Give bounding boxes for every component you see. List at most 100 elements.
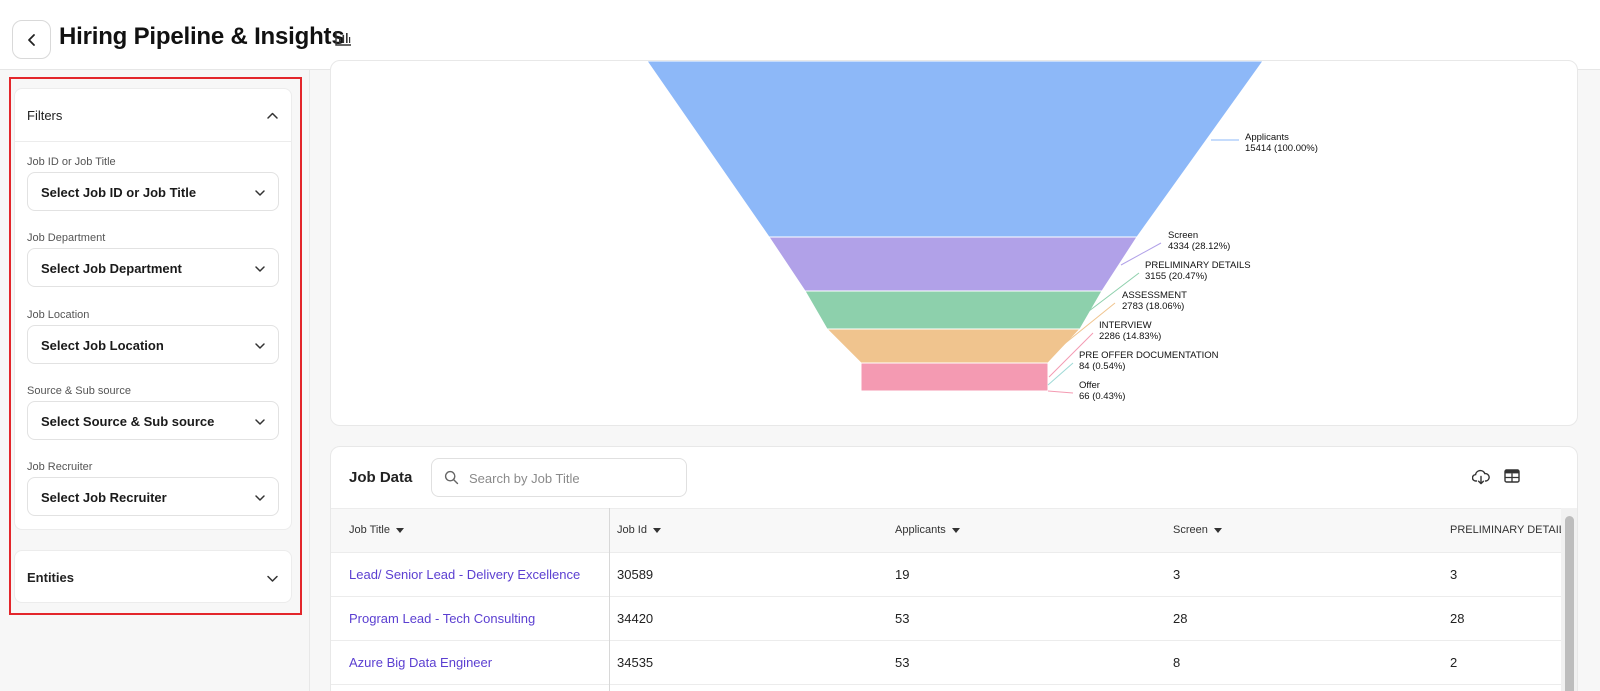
job-id-label: Job ID or Job Title: [27, 156, 116, 168]
source-select-value: Select Source & Sub source: [41, 414, 215, 429]
funnel-stage-value: 2286 (14.83%): [1099, 331, 1161, 342]
bar-chart-icon: [335, 31, 351, 46]
column-label: PRELIMINARY DETAILS: [1450, 524, 1561, 536]
screen-cell: 28: [1173, 611, 1188, 626]
sort-caret-icon: [1213, 528, 1222, 533]
column-label: Job Title: [349, 524, 390, 536]
chevron-down-icon: [255, 495, 265, 501]
sort-caret-icon: [951, 528, 960, 533]
cloud-download-icon[interactable]: [1472, 469, 1490, 485]
funnel-stage-name: Screen: [1168, 230, 1198, 241]
screen-cell: 8: [1173, 655, 1181, 670]
preliminary-details-cell: 28: [1450, 611, 1465, 626]
table-columns-icon[interactable]: [1504, 469, 1520, 483]
funnel-stage-name: INTERVIEW: [1099, 320, 1152, 331]
applicants-cell: 53: [895, 611, 910, 626]
job-department-select-value: Select Job Department: [41, 261, 182, 276]
job-search-input[interactable]: [469, 468, 674, 488]
chevron-down-icon: [255, 266, 265, 272]
column-header-preliminary-details[interactable]: PRELIMINARY DETAILS: [1450, 524, 1561, 536]
back-button[interactable]: [12, 20, 51, 59]
leader-line: [1062, 302, 1116, 346]
job-recruiter-select[interactable]: Select Job Recruiter: [27, 477, 279, 516]
column-divider: [609, 508, 610, 691]
column-header-job-title[interactable]: Job Title: [349, 524, 404, 536]
leader-line: [1120, 242, 1162, 266]
column-header-screen[interactable]: Screen: [1173, 524, 1222, 536]
entities-title: Entities: [27, 570, 74, 585]
table-scrollbar[interactable]: [1561, 508, 1577, 691]
funnel-section-assessment[interactable]: [825, 328, 1082, 364]
applicants-cell: 53: [895, 655, 910, 670]
search-icon: [444, 470, 459, 485]
leader-line: [1047, 390, 1074, 394]
job-id-select[interactable]: Select Job ID or Job Title: [27, 172, 279, 211]
entities-panel[interactable]: Entities: [14, 550, 292, 603]
funnel-section-interview[interactable]: [860, 362, 1049, 392]
leader-line: [1088, 272, 1140, 312]
job-search-field[interactable]: [431, 458, 687, 497]
table-row: Program Lead - Tech Consulting 34420 53 …: [331, 597, 1561, 641]
chevron-down-icon: [255, 190, 265, 196]
sort-caret-icon: [395, 528, 404, 533]
source-select[interactable]: Select Source & Sub source: [27, 401, 279, 440]
job-title-link[interactable]: Azure Big Data Engineer: [349, 655, 493, 670]
job-recruiter-label: Job Recruiter: [27, 461, 93, 473]
funnel-stage-name: PRE OFFER DOCUMENTATION: [1079, 350, 1219, 361]
chevron-down-icon: [267, 575, 278, 582]
funnel-chart-card: Applicants 15414 (100.00%) Screen 4334 (28.…: [330, 60, 1578, 426]
column-header-applicants[interactable]: Applicants: [895, 524, 960, 536]
filters-header[interactable]: Filters: [15, 89, 291, 142]
job-location-select-value: Select Job Location: [41, 338, 164, 353]
job-data-card: Job Data Job Title Job Id Applicants Scr…: [330, 446, 1578, 691]
job-location-select[interactable]: Select Job Location: [27, 325, 279, 364]
filters-panel: Filters Job ID or Job Title Select Job I…: [14, 88, 292, 530]
column-label: Screen: [1173, 524, 1208, 536]
funnel-section-applicants[interactable]: [646, 61, 1264, 238]
job-department-label: Job Department: [27, 232, 106, 244]
chevron-down-icon: [255, 419, 265, 425]
funnel-stage-name: Applicants: [1245, 132, 1289, 143]
page-title: Hiring Pipeline & Insights: [59, 23, 345, 50]
table-row: Azure Big Data Engineer 34535 53 8 2: [331, 641, 1561, 685]
funnel-stage-value: 4334 (28.12%): [1168, 241, 1230, 252]
leader-line: [1047, 362, 1074, 386]
filters-title: Filters: [27, 108, 63, 123]
chevron-left-icon: [27, 33, 35, 46]
funnel-stage-name: PRELIMINARY DETAILS: [1145, 260, 1251, 271]
funnel-stage-value: 15414 (100.00%): [1245, 143, 1318, 154]
job-data-title: Job Data: [349, 469, 413, 486]
applicants-cell: 19: [895, 567, 910, 582]
funnel-section-preliminary-details[interactable]: [804, 290, 1103, 330]
preliminary-details-cell: 3: [1450, 567, 1458, 582]
job-id-cell: 34535: [617, 655, 654, 670]
funnel-section-screen[interactable]: [768, 236, 1138, 292]
column-header-job-id[interactable]: Job Id: [617, 524, 661, 536]
top-bar: Hiring Pipeline & Insights: [0, 0, 1600, 70]
table-header: Job Title Job Id Applicants Screen PRELI…: [331, 508, 1561, 553]
funnel-stage-name: Offer: [1079, 380, 1100, 391]
job-id-cell: 30589: [617, 567, 654, 582]
job-title-link[interactable]: Program Lead - Tech Consulting: [349, 611, 536, 626]
job-department-select[interactable]: Select Job Department: [27, 248, 279, 287]
preliminary-details-cell: 2: [1450, 655, 1458, 670]
funnel-stage-value: 3155 (20.47%): [1145, 271, 1207, 282]
table-row: Lead/ Senior Lead - Delivery Excellence …: [331, 553, 1561, 597]
chevron-up-icon: [267, 112, 278, 119]
sort-caret-icon: [652, 528, 661, 533]
job-title-link[interactable]: Lead/ Senior Lead - Delivery Excellence: [349, 567, 581, 582]
funnel-stage-name: ASSESSMENT: [1122, 290, 1187, 301]
screen-cell: 3: [1173, 567, 1181, 582]
source-label: Source & Sub source: [27, 385, 131, 397]
funnel-stage-value: 2783 (18.06%): [1122, 301, 1184, 312]
job-id-select-value: Select Job ID or Job Title: [41, 185, 197, 200]
job-recruiter-select-value: Select Job Recruiter: [41, 490, 167, 505]
job-location-label: Job Location: [27, 309, 90, 321]
chevron-down-icon: [255, 343, 265, 349]
funnel-stage-value: 66 (0.43%): [1079, 391, 1125, 402]
scrollbar-thumb[interactable]: [1565, 516, 1574, 691]
job-id-cell: 34420: [617, 611, 654, 626]
leader-line: [1048, 332, 1094, 378]
column-label: Job Id: [617, 524, 647, 536]
